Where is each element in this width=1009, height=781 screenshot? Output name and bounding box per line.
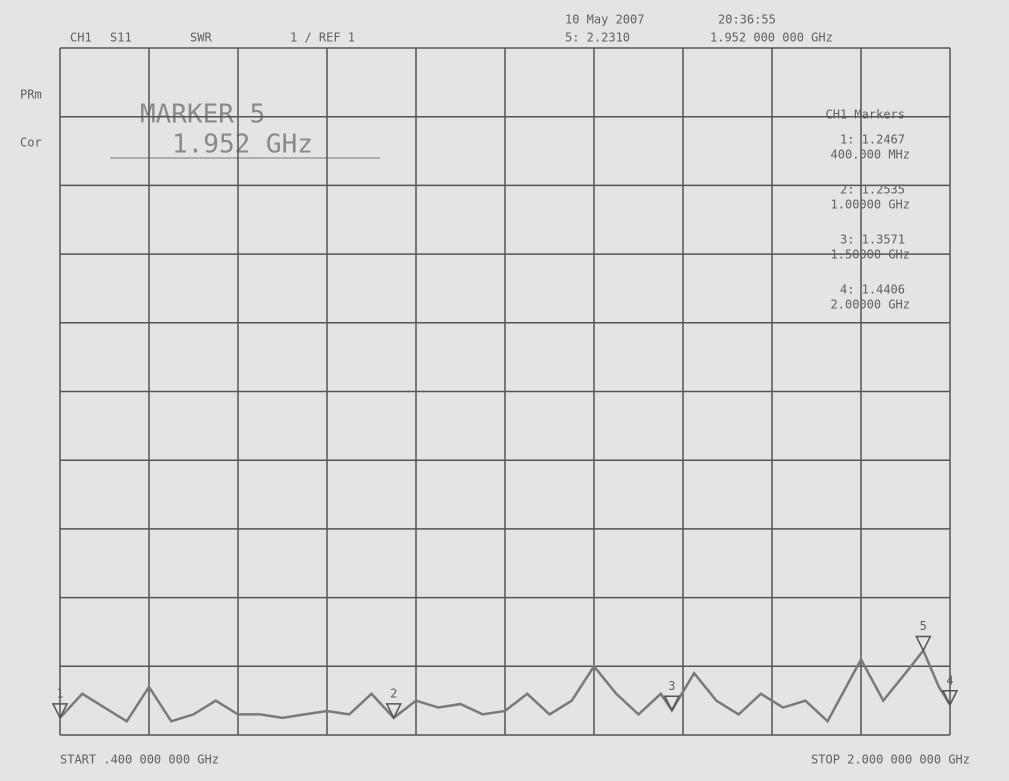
format: SWR (190, 31, 212, 45)
marker-freq: 1.50000 GHz (831, 248, 910, 262)
marker-box-freq: 1.952 GHz (172, 130, 313, 160)
marker-box-title: MARKER 5 (140, 100, 265, 130)
marker-number: 4 (946, 673, 953, 687)
markers-title: CH1 Markers (826, 108, 905, 122)
marker-freq: 2.00000 GHz (831, 298, 910, 312)
marker-value: 4: 1.4406 (840, 283, 905, 297)
marker-freq: 400.000 MHz (831, 148, 910, 162)
date: 10 May 2007 (565, 13, 644, 27)
marker-triangle (915, 635, 932, 653)
marker-triangle (51, 703, 69, 720)
channel: CH1 (70, 31, 92, 45)
marker-triangle (663, 695, 681, 712)
marker-number: 3 (668, 679, 675, 693)
start-label: START .400 000 000 GHz (60, 753, 219, 767)
marker-freq: 1.00000 GHz (831, 198, 910, 212)
trace (59, 648, 952, 724)
marker-number: 2 (390, 686, 397, 700)
marker-value: 2: 1.2535 (840, 183, 905, 197)
marker-value: 1: 1.2467 (840, 133, 905, 147)
marker-triangle (941, 690, 959, 707)
side-label: Cor (20, 136, 42, 150)
marker-number: 5 (920, 619, 927, 633)
active-marker: 5: 2.2310 (565, 31, 630, 45)
active-freq: 1.952 000 000 GHz (710, 31, 833, 45)
marker-number: 1 (56, 686, 63, 700)
marker-triangle (385, 703, 402, 720)
scale: 1 / REF 1 (290, 31, 355, 45)
time: 20:36:55 (718, 13, 776, 27)
side-label: PRm (20, 88, 42, 102)
marker-value: 3: 1.3571 (840, 233, 905, 247)
param: S11 (110, 31, 132, 45)
stop-label: STOP 2.000 000 000 GHz (811, 753, 970, 767)
